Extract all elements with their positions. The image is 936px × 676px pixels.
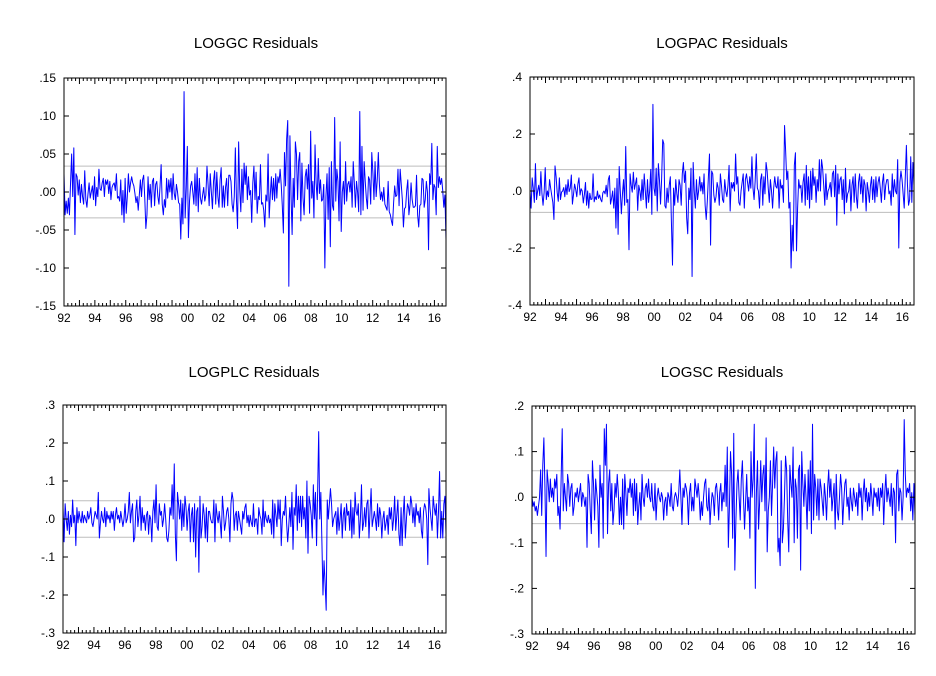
x-tick-label: 14 [397,311,411,325]
x-tick-label: 00 [649,639,663,653]
y-tick-label: -.1 [510,536,524,550]
x-tick-label: 12 [366,638,380,652]
x-tick-label: 08 [304,311,318,325]
x-tick-label: 98 [150,311,164,325]
x-tick-label: 94 [88,311,102,325]
residual-series-line [531,419,916,589]
y-tick-label: .3 [45,398,55,412]
x-tick-label: 98 [618,639,632,653]
y-tick-label: -.05 [35,223,56,237]
x-tick-label: 04 [242,638,256,652]
x-tick-label: 10 [804,639,818,653]
chart-panel-logsc: LOGSC Residuals .2 .1 .0 -.1 -.2 -.3 92 94 96 98 0… [468,338,936,676]
x-tick-label: 10 [803,310,817,324]
x-tick-label: 96 [118,638,132,652]
x-tick-label: 02 [212,311,226,325]
chart-panel-logplc: LOGPLC Residuals .3 .2 .1 .0 -.1 -.2 -.3 92 94 96… [0,338,468,676]
y-tick-label: .4 [512,70,522,84]
y-tick-label: -.15 [35,299,56,313]
x-tick-label: 16 [428,311,442,325]
chart-title: LOGSC Residuals [660,364,784,381]
x-tick-label: 92 [523,310,537,324]
chart-title: LOGPLC Residuals [188,364,320,381]
x-tick-label: 04 [243,311,257,325]
x-tick-label: 00 [181,311,195,325]
x-tick-label: 12 [835,639,849,653]
x-tick-label: 14 [866,639,880,653]
chart-panel-loggc: LOGGC Residuals .15 .10 .05 .00 -.05 -.10 -.15… [0,0,468,338]
x-tick-label: 96 [119,311,133,325]
y-tick-label: .1 [514,445,524,459]
x-tick-label: 92 [525,639,539,653]
y-tick-label: .2 [45,436,55,450]
residual-series-line [62,431,447,611]
y-tick-label: -.2 [41,588,55,602]
x-tick-label: 16 [428,638,442,652]
x-tick-label: 12 [834,310,848,324]
x-tick-label: 08 [772,310,786,324]
y-tick-label: .2 [514,399,524,413]
y-tick-label: .0 [512,184,522,198]
x-tick-label: 02 [678,310,692,324]
x-tick-label: 10 [335,638,349,652]
x-tick-label: 96 [585,310,599,324]
y-tick-label: -.4 [508,298,522,312]
x-tick-label: 14 [865,310,879,324]
x-tick-label: 02 [680,639,694,653]
x-tick-label: 14 [397,638,411,652]
chart-svg-logpac: .4 .2 .0 -.2 -.492 94 96 98 00 02 04 06 08 10 12 14 16 [508,70,915,324]
x-tick-label: 06 [742,639,756,653]
y-tick-label: .0 [514,490,524,504]
y-tick-label: .1 [45,474,55,488]
y-tick-label: .15 [39,71,56,85]
y-tick-label: .00 [39,185,56,199]
y-tick-label: .05 [39,147,56,161]
x-tick-label: 08 [304,638,318,652]
x-tick-label: 96 [587,639,601,653]
plot-frame [531,405,916,635]
x-tick-label: 94 [554,310,568,324]
x-tick-label: 02 [211,638,225,652]
x-tick-label: 98 [149,638,163,652]
y-tick-label: -.2 [508,241,522,255]
chart-title: LOGGC Residuals [193,35,319,52]
x-tick-label: 16 [896,310,910,324]
residual-series-line [63,91,447,287]
y-tick-label: -.2 [510,581,524,595]
x-tick-label: 92 [57,311,71,325]
x-tick-label: 06 [273,638,287,652]
y-tick-label: .2 [512,127,522,141]
y-tick-label: -.10 [35,261,56,275]
x-tick-label: 06 [273,311,287,325]
x-tick-label: 06 [741,310,755,324]
chart-panel-logpac: LOGPAC Residuals .4 .2 .0 -.2 -.4 92 94 96 98 00 0… [468,0,936,338]
x-tick-label: 04 [710,310,724,324]
x-tick-label: 94 [556,639,570,653]
x-tick-label: 98 [616,310,630,324]
chart-title: LOGPAC Residuals [656,35,788,52]
y-tick-label: -.3 [510,627,524,641]
x-tick-label: 04 [711,639,725,653]
x-tick-label: 94 [87,638,101,652]
x-tick-label: 08 [773,639,787,653]
x-tick-label: 00 [647,310,661,324]
y-tick-label: -.3 [41,626,55,640]
y-tick-label: .0 [45,512,55,526]
x-tick-label: 12 [366,311,380,325]
y-tick-label: .10 [39,109,56,123]
residual-series-line [529,103,915,277]
chart-svg-logplc: .3 .2 .1 .0 -.1 -.2 -.392 94 96 98 00 02 04 06 08 10 12 1… [41,398,447,652]
chart-svg-logsc: .2 .1 .0 -.1 -.2 -.392 94 96 98 00 02 04 06 08 10 12 14 1… [510,399,916,653]
x-tick-label: 92 [56,638,70,652]
y-tick-label: -.1 [41,550,55,564]
x-tick-label: 10 [335,311,349,325]
x-tick-label: 16 [897,639,911,653]
x-tick-label: 00 [180,638,194,652]
